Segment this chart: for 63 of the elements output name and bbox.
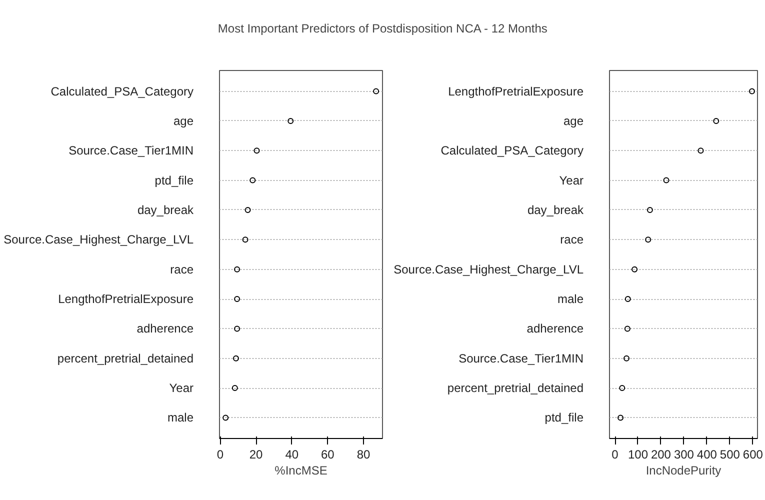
point [624, 296, 631, 302]
point [698, 148, 704, 154]
point [663, 177, 670, 184]
y-tick-label: percent_pretrial_detained [447, 381, 584, 396]
y-tick-label: Source.Case_Highest_Charge_LVL [394, 262, 584, 276]
point [232, 355, 239, 362]
y-tick-label: Calculated_PSA_Category [440, 144, 584, 158]
y-tick-label: LengthofPretrialExposure [448, 84, 584, 98]
x-tick-label: 0 [612, 448, 619, 462]
x-tick-label: 200 [650, 448, 672, 462]
x-tick-label: 100 [628, 448, 648, 462]
y-tick-label: percent_pretrial_detained [57, 351, 194, 366]
point [618, 414, 624, 421]
point [645, 236, 652, 243]
point [624, 355, 630, 362]
point [250, 177, 256, 184]
y-tick-label: day_break [137, 202, 194, 217]
y-tick-label: race [170, 262, 194, 276]
point [234, 326, 240, 332]
x-tick-label: 400 [696, 448, 718, 462]
y-tick-label: Calculated_PSA_Category [50, 84, 194, 98]
y-tick-label: Year [169, 381, 194, 396]
y-tick-label: age [173, 114, 194, 128]
y-tick-label: ptd_file [544, 410, 584, 425]
point [242, 236, 248, 243]
point [373, 88, 380, 94]
y-tick-label: Year [559, 173, 584, 188]
x-tick-label: 500 [720, 448, 740, 462]
x-tick-label: 80 [356, 448, 371, 462]
point [234, 296, 240, 302]
point [254, 148, 260, 154]
y-tick-label: LengthofPretrialExposure [58, 292, 194, 306]
point [713, 118, 720, 124]
x-tick-label: 40 [285, 448, 299, 462]
y-tick-label: Source.Case_Tier1MIN [68, 144, 194, 158]
y-tick-label: male [557, 292, 584, 306]
point [222, 414, 229, 421]
point [646, 206, 653, 213]
y-tick-label: race [560, 232, 584, 247]
x-tick-label: 300 [674, 448, 694, 462]
x-tick-label: 600 [742, 448, 764, 462]
point [632, 266, 638, 272]
y-tick-label: day_break [527, 202, 584, 217]
y-tick-label: Source.Case_Highest_Charge_LVL [4, 232, 194, 247]
x-axis-title: IncNodePurity [646, 464, 722, 478]
x-axis-title: %IncMSE [274, 464, 328, 478]
point [288, 118, 294, 124]
y-tick-label: adherence [526, 322, 584, 336]
y-tick-label: ptd_file [154, 173, 194, 188]
x-tick-label: 0 [216, 448, 224, 462]
point [234, 266, 240, 272]
y-tick-label: adherence [136, 322, 194, 336]
y-tick-label: Source.Case_Tier1MIN [458, 351, 584, 366]
x-tick-label: 20 [249, 448, 264, 462]
y-tick-label: age [563, 114, 584, 128]
point [244, 206, 251, 213]
point [624, 326, 630, 332]
point [748, 88, 755, 94]
x-tick-label: 60 [321, 448, 335, 462]
chart-title: Most Important Predictors of Postdisposition NCA - 12 Months [218, 22, 548, 36]
y-tick-label: male [167, 410, 194, 425]
point [619, 385, 626, 392]
point [232, 385, 238, 392]
